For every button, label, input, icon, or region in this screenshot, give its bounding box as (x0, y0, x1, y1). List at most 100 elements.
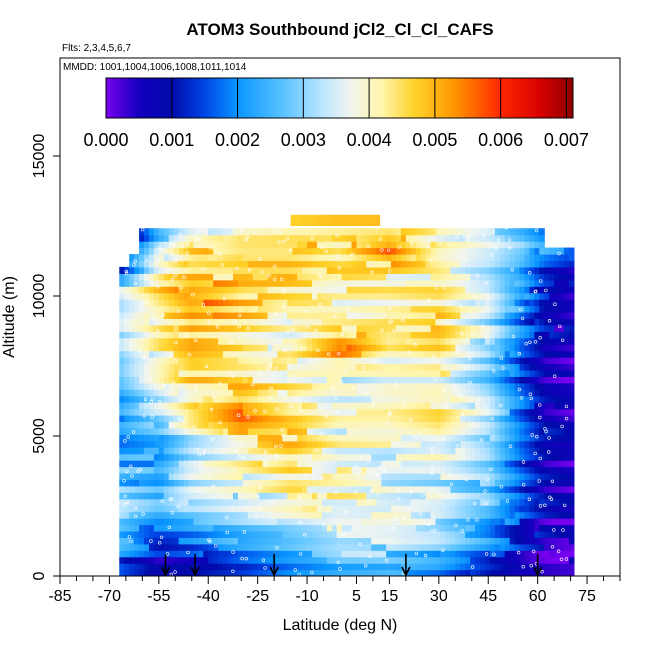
heatmap-cell (460, 467, 466, 474)
heatmap-cell (302, 563, 308, 570)
heatmap-cell (169, 473, 175, 480)
heatmap-cell (317, 273, 323, 280)
heatmap-cell (169, 415, 175, 422)
heatmap-cell (297, 544, 303, 551)
heatmap-cell (213, 409, 219, 416)
heatmap-cell (223, 267, 229, 274)
heatmap-cell (431, 267, 437, 274)
heatmap-cell (198, 505, 204, 512)
heatmap-cell (174, 351, 180, 358)
heatmap-cell (440, 248, 446, 255)
heatmap-cell (356, 409, 362, 416)
heatmap-cell (460, 486, 466, 493)
heatmap-cell (440, 325, 446, 332)
heatmap-cell (539, 524, 545, 531)
heatmap-cell (356, 338, 362, 345)
heatmap-cell (149, 357, 155, 364)
heatmap-cell (475, 228, 481, 235)
heatmap-cell (361, 293, 367, 300)
heatmap-cell (342, 550, 348, 557)
heatmap-cell (480, 331, 486, 338)
heatmap-cell (277, 537, 283, 544)
heatmap-cell (263, 351, 269, 358)
heatmap-cell (455, 434, 461, 441)
heatmap-cell (564, 286, 570, 293)
heatmap-cell (312, 351, 318, 358)
heatmap-cell (282, 312, 288, 319)
heatmap-cell (475, 505, 481, 512)
heatmap-cell (149, 441, 155, 448)
heatmap-cell (233, 434, 239, 441)
heatmap-cell (436, 409, 442, 416)
heatmap-cell (124, 409, 130, 416)
heatmap-cell (475, 544, 481, 551)
heatmap-cell (381, 228, 387, 235)
heatmap-cell (258, 441, 264, 448)
heatmap-cell (312, 357, 318, 364)
heatmap-cell (184, 460, 190, 467)
heatmap-cell (248, 486, 254, 493)
heatmap-cell (450, 473, 456, 480)
heatmap-cell (322, 550, 328, 557)
heatmap-cell (445, 492, 451, 499)
heatmap-cell (292, 396, 298, 403)
heatmap-cell (287, 331, 293, 338)
heatmap-cell (184, 492, 190, 499)
heatmap-cell (352, 370, 358, 377)
heatmap-cell (188, 460, 194, 467)
heatmap-cell (119, 280, 125, 287)
heatmap-cell (460, 273, 466, 280)
heatmap-cell (421, 505, 427, 512)
heatmap-cell (263, 550, 269, 557)
heatmap-cell (490, 544, 496, 551)
heatmap-cell (149, 447, 155, 454)
heatmap-cell (238, 312, 244, 319)
heatmap-cell (327, 306, 333, 313)
heatmap-cell (396, 370, 402, 377)
heatmap-cell (440, 428, 446, 435)
heatmap-cell (505, 254, 511, 261)
heatmap-cell (431, 260, 437, 267)
heatmap-cell (411, 299, 417, 306)
heatmap-cell (154, 531, 160, 538)
heatmap-cell (431, 299, 437, 306)
heatmap-cell (297, 479, 303, 486)
heatmap-cell (544, 460, 550, 467)
heatmap-cell (223, 415, 229, 422)
heatmap-cell (524, 499, 530, 506)
heatmap-cell (342, 434, 348, 441)
heatmap-cell (401, 325, 407, 332)
heatmap-cell (366, 306, 372, 313)
heatmap-cell (327, 241, 333, 248)
heatmap-cell (233, 280, 239, 287)
heatmap-cell (184, 441, 190, 448)
heatmap-cell (307, 421, 313, 428)
heatmap-cell (539, 228, 545, 235)
heatmap-cell (366, 434, 372, 441)
heatmap-cell (401, 280, 407, 287)
heatmap-cell (475, 421, 481, 428)
heatmap-cell (327, 505, 333, 512)
heatmap-cell (416, 402, 422, 409)
heatmap-cell (391, 273, 397, 280)
heatmap-cell (129, 563, 135, 570)
heatmap-cell (297, 254, 303, 261)
heatmap-cell (213, 402, 219, 409)
heatmap-cell (361, 357, 367, 364)
heatmap-cell (470, 280, 476, 287)
heatmap-cell (272, 434, 278, 441)
heatmap-cell (253, 344, 259, 351)
heatmap-cell (376, 376, 382, 383)
heatmap-cell (208, 486, 214, 493)
heatmap-cell (450, 557, 456, 564)
heatmap-cell (287, 254, 293, 261)
heatmap-cell (119, 338, 125, 345)
heatmap-cell (381, 460, 387, 467)
heatmap-cell (401, 454, 407, 461)
heatmap-cell (347, 434, 353, 441)
heatmap-cell (327, 331, 333, 338)
heatmap-cell (352, 434, 358, 441)
heatmap-cell (179, 467, 185, 474)
heatmap-cell (327, 325, 333, 332)
heatmap-cell (529, 363, 535, 370)
